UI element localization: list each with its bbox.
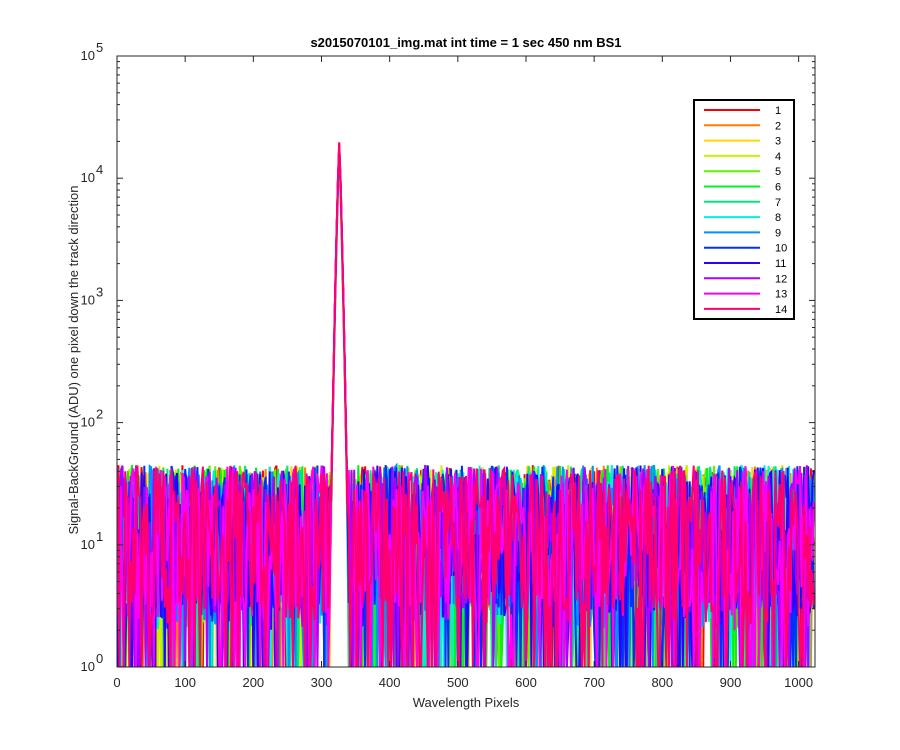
x-axis-label: Wavelength Pixels [413, 695, 520, 710]
legend-entry: 4 [775, 151, 781, 163]
x-tick-label: 700 [583, 675, 605, 690]
legend-entry: 13 [775, 289, 787, 301]
y-tick-label: 10 [81, 415, 95, 430]
y-tick-label: 10 [81, 292, 95, 307]
y-axis-label: Signal-BackGround (ADU) one pixel down t… [66, 185, 81, 534]
legend-entry: 9 [775, 227, 781, 239]
legend-entry: 11 [775, 258, 786, 270]
series-group [117, 142, 815, 667]
series-line-14 [117, 142, 815, 667]
y-tick-label: 10 [81, 48, 95, 63]
x-tick-label: 100 [174, 675, 196, 690]
y-tick-exponent: 4 [96, 162, 103, 177]
y-tick-exponent: 2 [96, 407, 103, 422]
chart-title: s2015070101_img.mat int time = 1 sec 450… [310, 35, 621, 50]
plot-frame [116, 55, 816, 668]
y-tick-exponent: 1 [96, 529, 103, 544]
x-tick-label: 200 [242, 675, 264, 690]
legend-entry: 8 [775, 212, 781, 224]
x-tick-label: 400 [379, 675, 401, 690]
y-tick-label: 10 [81, 659, 95, 674]
y-tick-exponent: 5 [96, 40, 103, 55]
x-tick-label: 1000 [784, 675, 813, 690]
legend-entry: 12 [775, 273, 787, 285]
x-tick-label: 600 [515, 675, 537, 690]
x-tick-label: 0 [113, 675, 120, 690]
legend-entry: 5 [775, 166, 781, 178]
y-tick-label: 10 [81, 537, 95, 552]
x-tick-label: 800 [651, 675, 673, 690]
legend-entry: 7 [775, 197, 781, 209]
legend-entry: 1 [775, 105, 781, 117]
x-tick-label: 300 [311, 675, 333, 690]
legend-box [693, 99, 795, 320]
x-tick-label: 900 [720, 675, 742, 690]
legend-entry: 6 [775, 182, 781, 194]
y-tick-exponent: 3 [96, 284, 103, 299]
legend-entry: 2 [775, 120, 781, 132]
x-tick-label: 500 [447, 675, 469, 690]
x-axis-ticks: 0 100 200 300 400 500 600 700 800 900 1000 [113, 56, 813, 690]
legend-entry: 14 [775, 304, 787, 316]
legend-entry: 10 [775, 243, 787, 255]
y-tick-label: 10 [81, 170, 95, 185]
legend-entry: 3 [775, 136, 781, 148]
y-tick-exponent: 0 [96, 651, 103, 666]
